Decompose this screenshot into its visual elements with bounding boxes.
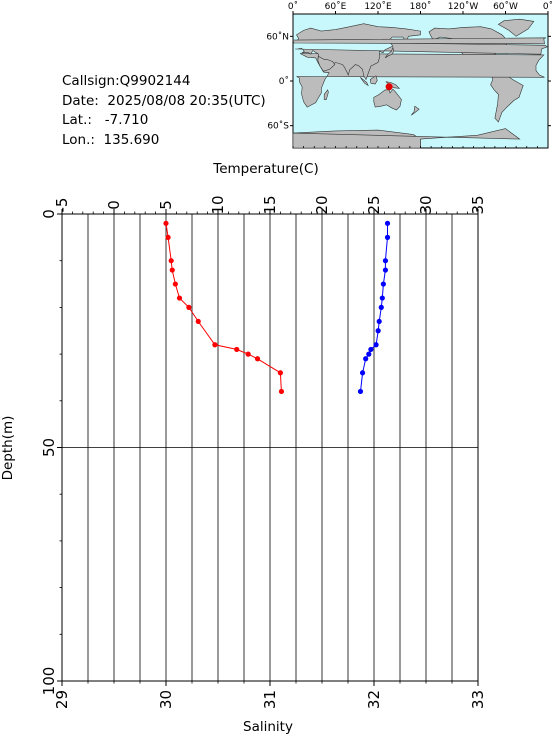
chart-grid [61,214,479,681]
latitude-text: Lat.: -7.710 [62,112,149,128]
map-lon-tick-label: 0˚ [543,1,553,12]
left-axis-tick-label: 50 [40,438,58,457]
left-axis-title: Depth(m) [0,416,16,481]
salinity-data-point [376,318,382,325]
salinity-data-point [384,220,391,226]
salinity-data-point [368,346,374,353]
bottom-axis-tick-label: 29 [53,690,71,709]
date-text: Date: 2025/08/08 20:35(UTC) [62,92,266,109]
salinity-data-point [379,295,385,301]
map-land [292,18,548,149]
salinity-data-point [378,304,384,310]
salinity-data-point [380,281,386,287]
temperature-data-point [169,267,175,273]
eurasia-land [295,23,548,81]
salinity-profile-line [360,223,388,392]
madagascar-land [323,89,329,100]
temperature-data-point [212,342,218,348]
south-america-land [490,71,524,123]
australia-land [373,88,402,111]
temperature-data-point [254,356,261,362]
salinity-data-point [359,370,366,376]
chart-series [163,220,391,395]
bottom-axis-tick-label: 31 [261,690,279,709]
salinity-data-point [384,234,391,240]
map-lat-tick-label: 60˚N [266,31,289,42]
temperature-data-point [234,346,240,353]
temperature-data-point [163,220,169,226]
top-axis-tick-label: 0 [105,200,123,210]
map-latitude-ticks: 60˚N 0˚ 60˚S [266,31,551,132]
temperature-data-point [245,351,251,357]
top-axis-tick-label: 5 [157,200,175,210]
temperature-data-point [165,234,171,240]
sumatra-land [360,77,369,87]
map-lat-tick-label: 0˚ [279,76,289,87]
map-lon-tick-label: 120˚W [448,1,479,12]
africa-land [296,53,545,108]
left-axis-tick-label: 100 [40,667,58,696]
left-axis-tick-label: 0 [40,209,58,219]
map-lon-tick-label: 0˚ [288,1,298,12]
map-longitude-ticks: 0˚ 60˚E 120˚E 180˚ 120˚W 60˚W 0˚ [288,1,553,148]
temperature-profile-line [165,223,282,392]
salinity-data-point [382,267,389,273]
borneo-land [369,75,378,85]
temperature-data-point [195,318,201,325]
map-lon-tick-label: 60˚E [325,1,347,12]
bottom-axis-tick-label: 30 [157,690,175,709]
station-info: Callsign:Q9902144 Date: 2025/08/08 20:35… [62,72,266,150]
map-lat-tick-label: 60˚S [267,121,289,132]
salinity-data-point [366,351,372,357]
float-location-marker [385,83,393,91]
uk-land [292,37,547,45]
map-lon-tick-label: 120˚E [364,1,392,12]
temperature-data-point [172,281,178,287]
map-lon-tick-label: 60˚W [493,1,518,12]
salinity-data-point [375,328,381,334]
temperature-data-point [176,295,183,301]
greenland-land [497,18,535,37]
temperature-data-point [186,304,192,310]
location-map: 0˚ 60˚E 120˚E 180˚ 120˚W 60˚W 0˚ 60˚N 0˚ 60˚S [266,1,553,149]
bottom-axis-title: Salinity [243,719,293,735]
arabia-land [317,55,336,72]
new-zealand-land [411,105,420,116]
salinity-data-point [382,258,389,264]
salinity-data-point [363,356,369,362]
longitude-text: Lon.: 135.690 [62,131,160,148]
temperature-data-point [278,388,285,395]
map-lon-tick-label: 180˚ [410,1,432,12]
salinity-data-point [373,342,379,348]
temperature-data-point [168,258,174,264]
bottom-axis-tick-label: 32 [365,690,383,709]
salinity-data-point [357,388,364,395]
temperature-data-point [277,370,283,376]
japan-land [384,46,394,59]
plot-frame [61,213,479,682]
callsign-text: Callsign:Q9902144 [62,73,191,89]
bottom-axis-tick-label: 33 [469,690,487,709]
